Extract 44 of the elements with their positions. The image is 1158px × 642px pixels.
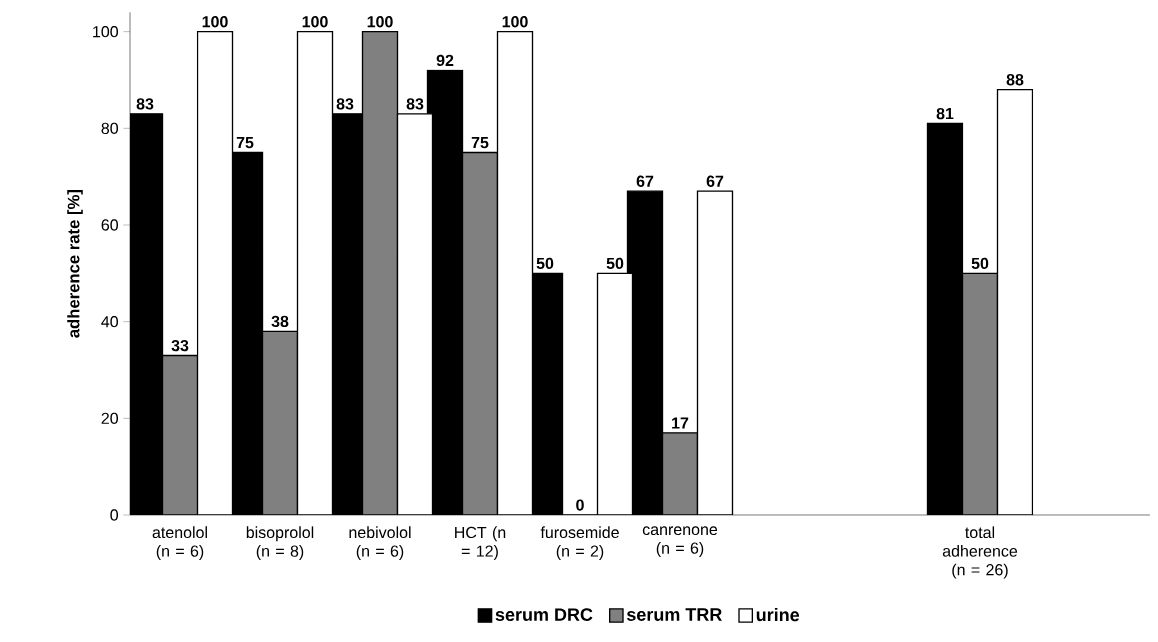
data-label: 50 <box>606 257 624 270</box>
legend-label: serum TRR <box>626 608 722 621</box>
bar <box>261 330 299 515</box>
x-tick-label: nebivolol (n = 6) <box>349 526 411 560</box>
bar <box>961 272 999 515</box>
y-tick-label: 100 <box>93 26 119 38</box>
y-tick-label: 20 <box>101 412 119 424</box>
data-label: 67 <box>636 175 654 187</box>
data-label: 100 <box>502 16 528 28</box>
y-tick-label: 40 <box>101 316 119 328</box>
data-label: 100 <box>302 16 328 28</box>
data-label: 17 <box>672 417 689 429</box>
data-label: 75 <box>236 137 254 149</box>
data-label: 0 <box>576 499 584 511</box>
x-tick-label: HCT (n = 12) <box>455 526 506 560</box>
data-label: 100 <box>202 16 228 28</box>
data-label: 83 <box>336 98 354 110</box>
data-label: 83 <box>406 98 424 110</box>
x-tick-label: canrenone (n = 6) <box>642 526 718 557</box>
x-tick-label: atenolol (n = 6) <box>152 526 207 560</box>
y-axis-title: adherence rate [%] <box>67 190 83 338</box>
data-label: 81 <box>936 107 954 120</box>
data-label: 38 <box>271 315 289 328</box>
bar <box>161 354 199 515</box>
data-label: 83 <box>136 98 154 110</box>
data-label: 50 <box>536 257 554 270</box>
x-tick-label: furosemide (n = 2) <box>540 526 619 560</box>
legend-label: urine <box>756 607 800 622</box>
bar <box>461 151 499 515</box>
x-tick-label: total adherence (n = 26) <box>942 526 1018 579</box>
data-label: 67 <box>706 175 724 187</box>
data-label: 92 <box>436 54 454 67</box>
bar <box>361 30 399 515</box>
x-tick-label: bisoprolol (n = 8) <box>246 526 314 560</box>
data-label: 88 <box>1006 74 1024 86</box>
y-tick-label: 0 <box>110 509 119 521</box>
data-label: 33 <box>171 339 189 352</box>
data-label: 75 <box>471 137 489 149</box>
bar <box>661 432 699 515</box>
y-tick-label: 60 <box>101 219 119 231</box>
y-tick-label: 80 <box>101 122 119 134</box>
data-label: 100 <box>367 16 393 28</box>
legend-label: serum DRC <box>495 608 593 621</box>
data-label: 50 <box>971 257 989 270</box>
